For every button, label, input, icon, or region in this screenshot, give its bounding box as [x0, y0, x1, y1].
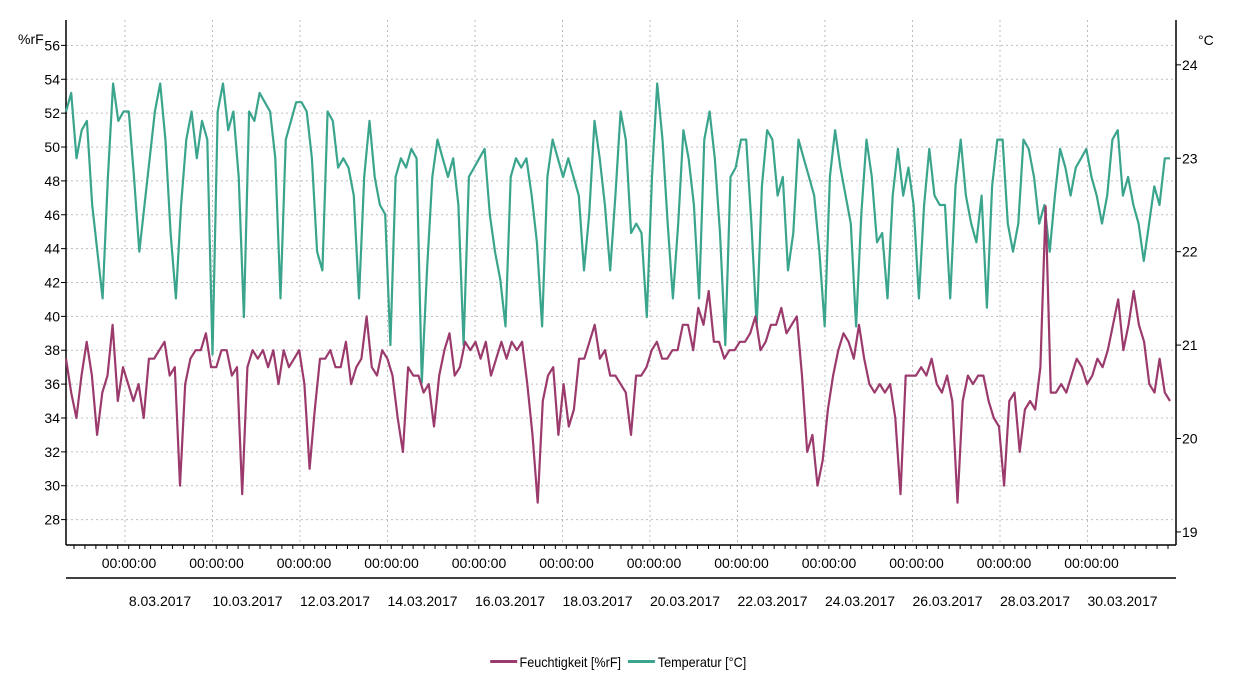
legend: Feuchtigkeit [%rF] Temperatur [°C]: [62, 650, 1174, 670]
x-time-label: 00:00:00: [977, 555, 1032, 571]
legend-item-temperature[interactable]: Temperatur [°C]: [628, 654, 746, 670]
x-date-label: 26.03.2017: [912, 593, 982, 609]
series-line-humidity: [64, 205, 1171, 504]
x-time-label: 00:00:00: [277, 555, 332, 571]
x-date-label: 16.03.2017: [475, 593, 545, 609]
right-tick-label: 23: [1182, 150, 1198, 166]
left-tick-label: 46: [44, 207, 60, 223]
x-time-label: 00:00:00: [627, 555, 682, 571]
right-axis-unit: °C: [1198, 32, 1214, 48]
x-date-label: 8.03.2017: [129, 593, 191, 609]
x-date-label: 18.03.2017: [562, 593, 632, 609]
x-date-label: 24.03.2017: [825, 593, 895, 609]
left-axis-unit: %rF: [18, 31, 44, 47]
x-date-label: 10.03.2017: [212, 593, 282, 609]
legend-label-humidity: Feuchtigkeit [%rF]: [519, 653, 622, 670]
x-date-label: 30.03.2017: [1087, 593, 1157, 609]
x-time-label: 00:00:00: [364, 555, 419, 571]
left-tick-label: 48: [44, 173, 60, 189]
right-tick-label: 24: [1182, 57, 1198, 73]
left-tick-label: 44: [44, 241, 60, 257]
left-tick-label: 56: [44, 37, 60, 53]
left-tick-label: 28: [44, 512, 60, 528]
x-time-label: 00:00:00: [102, 555, 157, 571]
left-tick-label: 50: [44, 139, 60, 155]
left-tick-label: 30: [44, 478, 60, 494]
x-date-label: 14.03.2017: [387, 593, 457, 609]
right-tick-label: 20: [1182, 431, 1198, 447]
x-time-label: 00:00:00: [452, 555, 507, 571]
right-tick-label: 19: [1182, 524, 1198, 540]
x-time-label: 00:00:00: [889, 555, 944, 571]
right-tick-label: 21: [1182, 337, 1198, 353]
right-tick-label: 22: [1182, 244, 1198, 260]
legend-swatch-temperature: [628, 660, 656, 663]
chart: 28 30 32 34 36 38 40 42 44 46 48 50 52 54 56%rF 19 20 21 2…: [18, 20, 1214, 609]
x-date-label: 12.03.2017: [300, 593, 370, 609]
x-date-label: 22.03.2017: [737, 593, 807, 609]
left-tick-label: 54: [44, 71, 60, 87]
legend-swatch-humidity: [489, 660, 517, 663]
x-time-label: 00:00:00: [539, 555, 594, 571]
x-time-label: 00:00:00: [189, 555, 244, 571]
x-time-label: 00:00:00: [802, 555, 857, 571]
left-tick-label: 38: [44, 342, 60, 358]
legend-label-temperature: Temperatur [°C]: [657, 653, 747, 670]
x-date-label: 20.03.2017: [650, 593, 720, 609]
x-time-label: 00:00:00: [714, 555, 769, 571]
series-line-temperature: [64, 82, 1170, 384]
left-tick-label: 40: [44, 308, 60, 324]
x-time-label: 00:00:00: [1064, 555, 1119, 571]
legend-item-humidity[interactable]: Feuchtigkeit [%rF]: [489, 653, 622, 670]
left-tick-label: 36: [44, 376, 60, 392]
left-tick-label: 42: [44, 275, 60, 291]
left-tick-label: 34: [44, 410, 60, 426]
x-date-label: 28.03.2017: [1000, 593, 1070, 609]
left-tick-label: 52: [44, 105, 60, 121]
left-tick-label: 32: [44, 444, 60, 460]
